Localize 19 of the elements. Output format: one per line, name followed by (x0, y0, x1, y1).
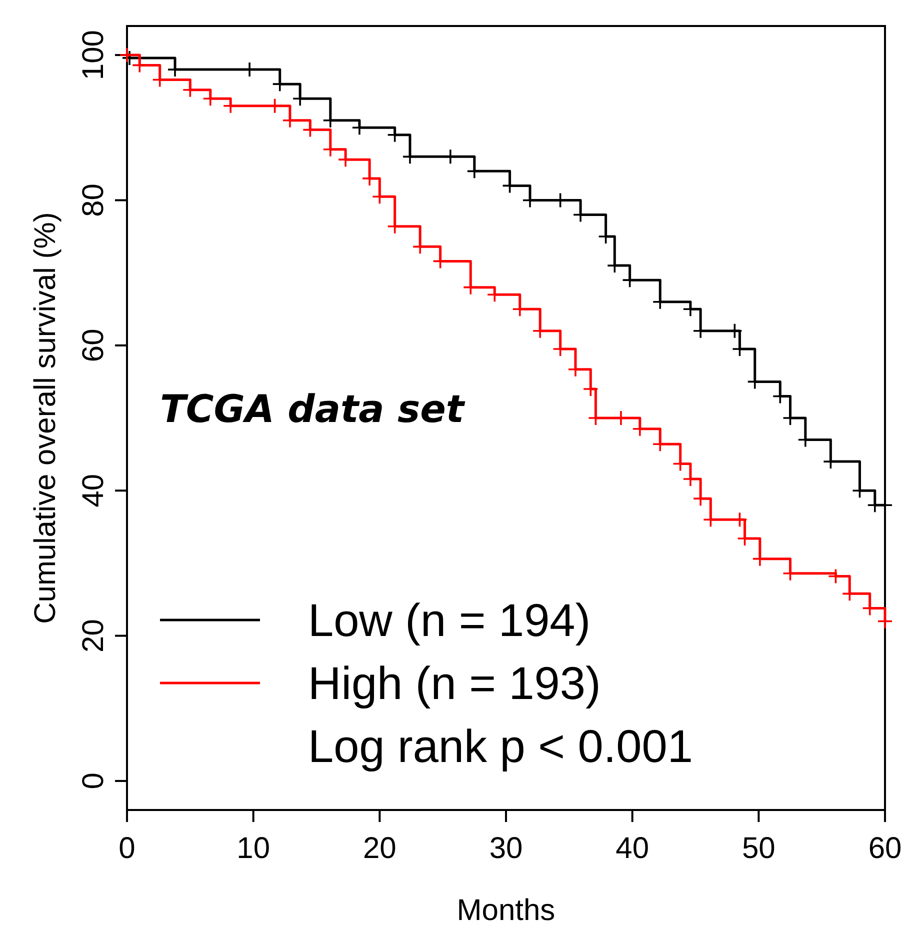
y-tick-label: 80 (77, 184, 110, 217)
x-axis-title: Months (456, 894, 556, 927)
annotation: Log rank p < 0.001 (308, 720, 693, 772)
x-tick-label: 50 (742, 832, 776, 865)
y-tick-label: 40 (77, 474, 110, 508)
x-tick-label: 30 (489, 832, 523, 865)
x-tick-label: 20 (362, 832, 396, 865)
x-tick-label: 10 (236, 832, 270, 865)
legend-label: High (n = 193) (308, 657, 601, 709)
y-axis-title: Cumulative overall survival (%) (29, 212, 62, 624)
x-tick-label: 60 (868, 832, 902, 865)
legend-label: Low (n = 194) (308, 594, 591, 646)
y-tick-label: 100 (77, 30, 110, 80)
y-tick-label: 60 (77, 328, 110, 362)
annotation: TCGA data set (160, 387, 466, 431)
y-tick-label: 0 (77, 772, 110, 790)
x-tick-label: 0 (118, 832, 136, 865)
x-tick-label: 40 (616, 832, 650, 865)
y-tick-label: 20 (77, 619, 110, 652)
